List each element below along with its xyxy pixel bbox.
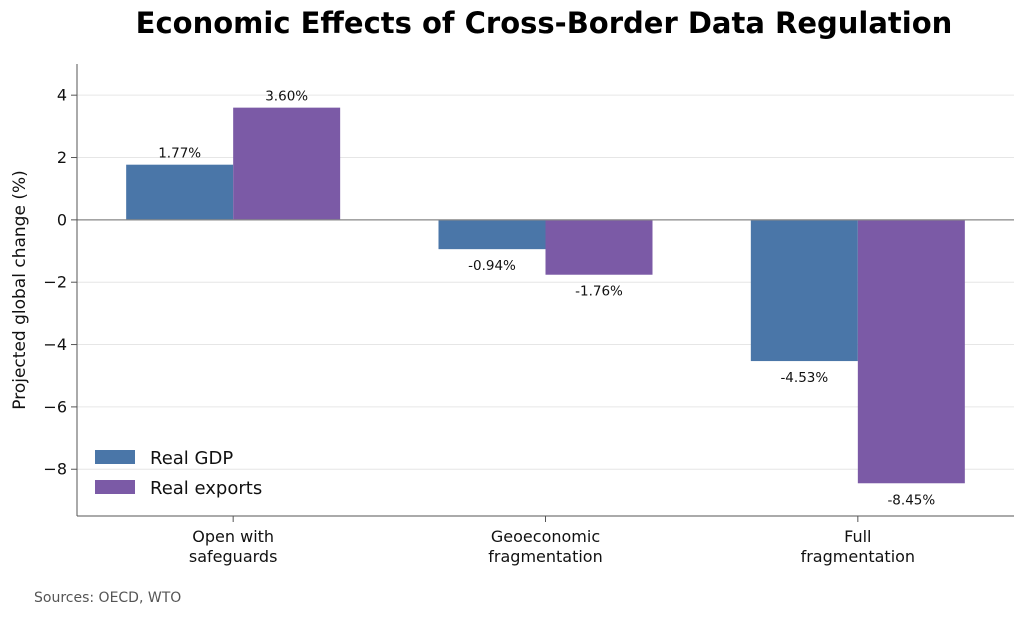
x-tick-label: Full fragmentation: [801, 527, 915, 566]
x-tick-label: Open with safeguards: [189, 527, 278, 566]
legend-swatch: [95, 450, 135, 464]
chart-title: Economic Effects of Cross-Border Data Re…: [135, 6, 953, 40]
data-label: -0.94%: [468, 258, 516, 274]
legend-label: Real GDP: [150, 448, 233, 469]
y-tick-label: 4: [57, 86, 67, 105]
bar-real-gdp-0: [126, 164, 234, 220]
data-label: -4.53%: [780, 370, 828, 386]
legend-label: Real exports: [150, 478, 262, 499]
y-tick-label: 0: [57, 210, 67, 229]
bar-real-exports-0: [233, 107, 341, 220]
y-axis-label: Projected global change (%): [10, 170, 30, 409]
y-tick-label: 2: [57, 148, 67, 167]
y-tick-label: −2: [43, 273, 67, 292]
data-label: 1.77%: [158, 146, 201, 162]
bar-real-exports-2: [857, 219, 965, 484]
y-tick-label: −4: [43, 335, 67, 354]
bar-real-gdp-1: [438, 219, 546, 250]
x-tick-label: Geoeconomic fragmentation: [488, 527, 602, 566]
bar-real-gdp-2: [750, 219, 858, 362]
y-tick-label: −8: [43, 460, 67, 479]
data-label: -1.76%: [575, 284, 623, 300]
legend-swatch: [95, 480, 135, 494]
bar-real-exports-1: [545, 219, 653, 275]
source-note: Sources: OECD, WTO: [34, 590, 182, 606]
data-label: -8.45%: [887, 492, 935, 508]
data-label: 3.60%: [265, 89, 308, 105]
y-tick-label: −6: [43, 397, 67, 416]
